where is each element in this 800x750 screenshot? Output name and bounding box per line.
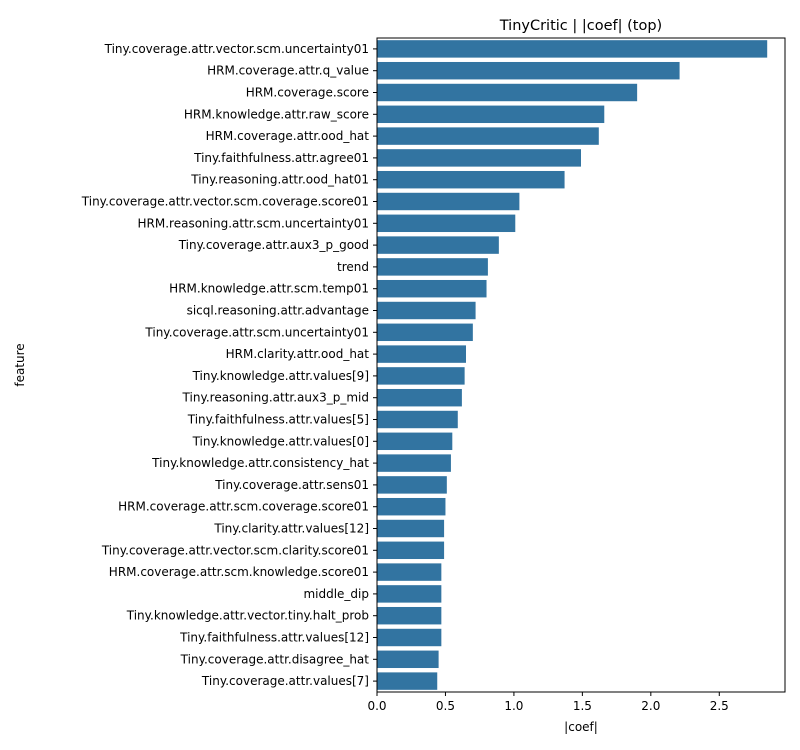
y-tick-label: Tiny.coverage.attr.sens01 bbox=[214, 478, 369, 492]
y-tick-label: Tiny.knowledge.attr.values[9] bbox=[192, 369, 369, 383]
y-tick-label: HRM.coverage.score bbox=[246, 86, 369, 100]
bar bbox=[377, 127, 599, 145]
y-tick-label: HRM.knowledge.attr.scm.temp01 bbox=[169, 282, 369, 296]
bar bbox=[377, 170, 565, 189]
y-tick-label: Tiny.coverage.attr.values[7] bbox=[201, 674, 369, 688]
y-tick-label: HRM.coverage.attr.scm.knowledge.score01 bbox=[109, 565, 369, 579]
x-axis-label: |coef| bbox=[564, 720, 598, 734]
bar bbox=[377, 585, 442, 603]
bar bbox=[377, 650, 439, 669]
bar bbox=[377, 301, 476, 320]
y-tick-labels: Tiny.coverage.attr.vector.scm.uncertaint… bbox=[81, 42, 377, 688]
x-tick-labels: 0.0 0.5 1.0 1.5 2.0 2.5 bbox=[367, 692, 729, 713]
chart-title: TinyCritic | |coef| (top) bbox=[499, 18, 662, 34]
y-tick-label: Tiny.reasoning.attr.aux3_p_mid bbox=[182, 391, 369, 405]
bar bbox=[377, 214, 516, 233]
y-tick-label: Tiny.faithfulness.attr.values[5] bbox=[187, 413, 369, 427]
y-tick-label: Tiny.coverage.attr.vector.scm.clarity.sc… bbox=[101, 543, 369, 557]
bar bbox=[377, 367, 465, 385]
bar bbox=[377, 606, 442, 625]
y-tick-label: Tiny.knowledge.attr.consistency_hat bbox=[151, 456, 369, 470]
bar bbox=[377, 236, 499, 254]
y-tick-label: Tiny.knowledge.attr.vector.tiny.halt_pro… bbox=[126, 609, 369, 623]
bars-group bbox=[377, 40, 768, 690]
y-tick-label: Tiny.clarity.attr.values[12] bbox=[213, 522, 369, 536]
bar bbox=[377, 497, 446, 516]
y-tick-label: Tiny.coverage.attr.vector.scm.coverage.s… bbox=[81, 195, 369, 209]
axes-frame bbox=[376, 37, 786, 693]
bar bbox=[377, 279, 487, 298]
y-tick-label: HRM.coverage.attr.ood_hat bbox=[206, 129, 370, 143]
y-tick-label: HRM.reasoning.attr.scm.uncertainty01 bbox=[138, 216, 369, 230]
y-tick-label: HRM.knowledge.attr.raw_score bbox=[184, 107, 369, 121]
y-axis-label: feature bbox=[13, 343, 27, 386]
bar bbox=[377, 541, 445, 560]
bar bbox=[377, 40, 768, 58]
bar bbox=[377, 628, 442, 647]
y-tick-label: Tiny.faithfulness.attr.agree01 bbox=[193, 151, 369, 165]
bar bbox=[377, 563, 442, 581]
y-tick-label: Tiny.knowledge.attr.values[0] bbox=[192, 434, 369, 448]
y-tick-label: sicql.reasoning.attr.advantage bbox=[187, 304, 369, 318]
x-tick-label: 1.5 bbox=[573, 699, 592, 713]
bar bbox=[377, 476, 447, 494]
x-tick-label: 0.5 bbox=[436, 699, 455, 713]
y-tick-label: Tiny.coverage.attr.aux3_p_good bbox=[178, 238, 369, 252]
bar bbox=[377, 519, 445, 538]
x-tick-label: 0.0 bbox=[367, 699, 386, 713]
bar bbox=[377, 83, 638, 102]
y-tick-label: Tiny.faithfulness.attr.values[12] bbox=[179, 631, 369, 645]
x-tick-label: 2.5 bbox=[710, 699, 729, 713]
y-tick-label: HRM.coverage.attr.scm.coverage.score01 bbox=[118, 500, 369, 514]
y-tick-label: HRM.clarity.attr.ood_hat bbox=[226, 347, 370, 361]
y-tick-label: Tiny.reasoning.attr.ood_hat01 bbox=[190, 173, 369, 187]
y-tick-label: Tiny.coverage.attr.vector.scm.uncertaint… bbox=[104, 42, 369, 56]
bar bbox=[377, 149, 581, 167]
bar bbox=[377, 105, 605, 124]
bar bbox=[377, 432, 453, 451]
bar bbox=[377, 388, 462, 407]
bar bbox=[377, 323, 473, 342]
y-tick-label: HRM.coverage.attr.q_value bbox=[207, 64, 369, 78]
bar bbox=[377, 410, 458, 429]
bar bbox=[377, 192, 520, 211]
bar bbox=[377, 345, 466, 363]
x-tick-label: 2.0 bbox=[641, 699, 660, 713]
y-tick-label: Tiny.coverage.attr.scm.uncertainty01 bbox=[144, 325, 369, 339]
y-tick-label: Tiny.coverage.attr.disagree_hat bbox=[180, 652, 370, 666]
bar bbox=[377, 258, 488, 276]
y-tick-label: middle_dip bbox=[303, 587, 369, 601]
bar bbox=[377, 672, 438, 690]
bar bbox=[377, 61, 680, 80]
y-tick-label: trend bbox=[337, 260, 369, 274]
x-tick-label: 1.0 bbox=[504, 699, 523, 713]
bar bbox=[377, 454, 451, 472]
